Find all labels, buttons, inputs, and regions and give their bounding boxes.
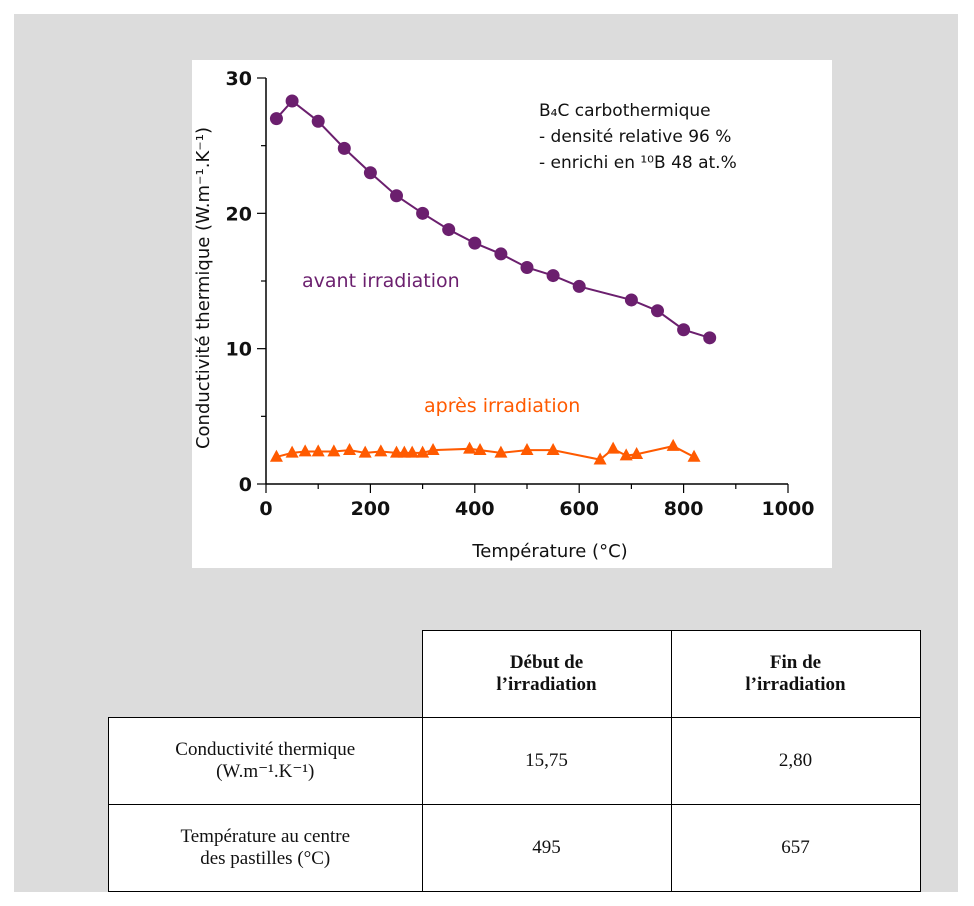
data-point [269, 449, 283, 462]
data-point [374, 444, 388, 457]
row-0-label-line-2: (W.m⁻¹.K⁻¹) [216, 760, 315, 782]
data-point [343, 442, 357, 455]
header-debut-line-2: l’irradiation [496, 673, 597, 695]
data-point [520, 442, 534, 455]
header-fin-line-2: l’irradiation [745, 673, 846, 695]
data-point [546, 442, 560, 455]
y-tick-label: 30 [226, 68, 252, 90]
data-point [619, 448, 633, 461]
data-point [494, 445, 508, 458]
data-point [327, 444, 341, 457]
header-fin-line-1: Fin de [769, 651, 822, 673]
cell-temperature-debut: 495 [421, 803, 672, 892]
series-label-before: avant irradiation [302, 270, 460, 292]
data-point [494, 247, 508, 261]
y-tick-label: 20 [226, 203, 252, 225]
y-axis-label: Conductivité thermique (W.m⁻¹.K⁻¹) [193, 127, 214, 449]
data-point [463, 441, 477, 454]
row-label-temperature: Température au centre des pastilles (°C) [108, 803, 423, 892]
figure-panel: 0 200 400 600 800 1000 0 10 20 30 Conductivité th… [14, 14, 958, 892]
data-point [416, 206, 430, 220]
data-point [546, 269, 560, 283]
table-header-row: Début de l’irradiation Fin de l’irradiat… [108, 630, 921, 718]
y-tick-label: 0 [239, 474, 252, 496]
row-1-label-line-1: Température au centre [180, 825, 351, 847]
data-point [405, 445, 419, 458]
data-point [624, 293, 638, 307]
data-point [337, 141, 351, 155]
data-point [468, 236, 482, 250]
table-row: Température au centre des pastilles (°C)… [108, 803, 921, 892]
annotation-line-3: - enrichi en ¹⁰B 48 at.% [539, 153, 737, 173]
row-label-conductivity: Conductivité thermique (W.m⁻¹.K⁻¹) [108, 716, 423, 805]
header-debut: Début de l’irradiation [421, 630, 672, 718]
x-tick-label: 400 [455, 498, 495, 520]
x-tick-label: 800 [664, 498, 704, 520]
row-0-label-line-1: Conductivité thermique [175, 738, 356, 760]
data-point [630, 447, 644, 460]
data-point [677, 323, 691, 337]
cell-conductivity-fin: 2,80 [670, 716, 921, 805]
data-point [311, 444, 325, 457]
series-label-after: après irradiation [424, 395, 580, 417]
x-tick-label: 1000 [762, 498, 815, 520]
data-point [363, 166, 377, 180]
data-point [520, 260, 534, 274]
row-1-label-line-2: des pastilles (°C) [200, 847, 331, 869]
data-point [311, 114, 325, 128]
data-point [285, 445, 299, 458]
data-point [285, 94, 299, 108]
chart-container: 0 200 400 600 800 1000 0 10 20 30 Conductivité th… [192, 60, 832, 568]
data-point [298, 444, 312, 457]
data-point [416, 445, 430, 458]
axes: 0 200 400 600 800 1000 0 10 20 30 [226, 68, 815, 520]
annotation-line-2: - densité relative 96 % [539, 127, 731, 147]
data-point [703, 331, 717, 345]
data-point [666, 438, 680, 451]
data-point [606, 441, 620, 454]
results-table: Début de l’irradiation Fin de l’irradiat… [108, 630, 921, 892]
cell-temperature-fin: 657 [670, 803, 921, 892]
x-tick-label: 600 [559, 498, 599, 520]
data-point [269, 112, 283, 126]
x-tick-label: 0 [259, 498, 272, 520]
header-fin: Fin de l’irradiation [670, 630, 921, 718]
data-point [473, 442, 487, 455]
x-axis-label: Température (°C) [471, 541, 627, 562]
header-debut-line-1: Début de [509, 651, 584, 673]
table-row: Conductivité thermique (W.m⁻¹.K⁻¹) 15,75… [108, 716, 921, 805]
conductivity-chart: 0 200 400 600 800 1000 0 10 20 30 Conductivité th… [193, 68, 815, 562]
data-point [442, 223, 456, 237]
data-point [651, 304, 664, 318]
data-point [426, 442, 440, 455]
data-point [687, 449, 701, 462]
y-tick-label: 10 [226, 339, 252, 361]
series-apres-irradiation [269, 438, 701, 465]
data-point [358, 445, 372, 458]
cell-conductivity-debut: 15,75 [421, 716, 672, 805]
table-corner-cell [108, 630, 423, 718]
data-point [572, 279, 586, 293]
x-tick-label: 200 [351, 498, 391, 520]
data-point [593, 452, 607, 465]
series-layer [269, 94, 717, 465]
series-avant-irradiation [269, 94, 717, 345]
data-point [390, 189, 403, 203]
annotation-box: B₄C carbothermique - densité relative 96… [539, 101, 737, 173]
annotation-line-1: B₄C carbothermique [539, 101, 711, 121]
